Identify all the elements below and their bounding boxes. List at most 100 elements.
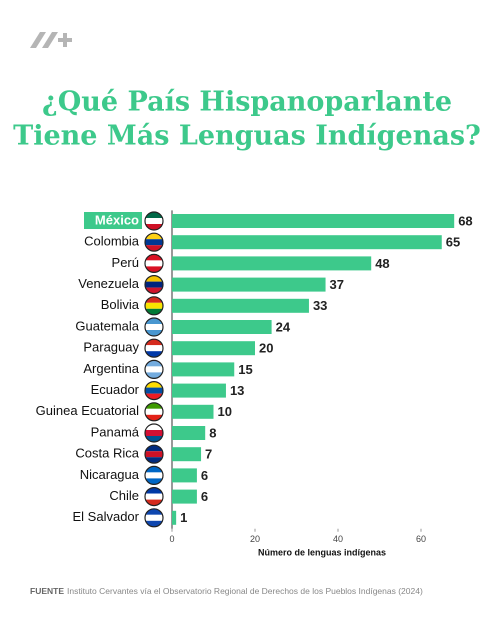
y-tick-label: Venezuela (78, 276, 139, 291)
bar (172, 383, 226, 398)
value-label: 7 (205, 447, 212, 462)
flag-stripe (145, 493, 163, 500)
flag-border (144, 381, 164, 401)
flag-stripe (145, 402, 163, 409)
flag-border (144, 444, 164, 464)
flag-stripe (145, 436, 163, 442)
value-label: 37 (330, 277, 344, 292)
flag-stripe (145, 266, 163, 273)
flag-stripe (145, 281, 163, 288)
flag (144, 402, 164, 422)
flag-stripe (145, 339, 163, 346)
flag-stripe (145, 472, 163, 479)
value-label: 13 (230, 383, 244, 398)
flag-stripe (145, 430, 163, 436)
bar (172, 510, 177, 525)
flag-stripe (145, 296, 163, 303)
flag-border (144, 487, 164, 507)
x-tick-label: 0 (169, 534, 174, 544)
y-tick-label: Colombia (84, 234, 140, 249)
y-tick-label: México (95, 212, 139, 227)
highlight-box (84, 212, 142, 229)
bar (172, 468, 197, 483)
flag-stripe (145, 393, 163, 400)
bar (172, 362, 235, 377)
flag-border (144, 465, 164, 485)
y-tick-label: Panamá (91, 424, 140, 439)
flag-stripe (145, 408, 163, 415)
flag-border (144, 423, 164, 443)
bar (172, 341, 255, 356)
value-label: 24 (276, 319, 291, 334)
flag (144, 444, 164, 464)
flag-border (144, 317, 164, 337)
bar (172, 277, 326, 292)
x-tick-label: 20 (250, 534, 260, 544)
flag-stripe (145, 224, 163, 230)
flag-border (144, 338, 164, 358)
y-tick-label: Chile (109, 488, 139, 503)
y-tick-label: Bolivia (101, 297, 140, 312)
value-label: 6 (201, 468, 208, 483)
flag-stripe (145, 318, 163, 324)
y-tick-label: Costa Rica (75, 446, 139, 461)
bar (172, 235, 442, 250)
y-tick-label: Guinea Ecuatorial (36, 403, 139, 418)
value-label: 33 (313, 298, 327, 313)
flag (144, 508, 164, 528)
flag-border (144, 253, 164, 273)
flag-stripe (145, 520, 163, 527)
flag-border (144, 508, 164, 528)
flag-stripe (145, 218, 163, 224)
title-line: ¿Qué País Hispanoparlante (42, 87, 452, 118)
flag-stripe (145, 381, 163, 388)
flag-stripe (145, 239, 163, 246)
flag-stripe (145, 487, 163, 494)
flag-stripe (145, 508, 163, 515)
flag-border (144, 359, 164, 379)
x-axis-label: Número de lenguas indígenas (258, 547, 386, 557)
flag-stripe (145, 445, 163, 452)
logo (30, 32, 72, 48)
flag (144, 359, 164, 379)
flag-stripe (145, 260, 163, 267)
flag (144, 317, 164, 337)
bar (172, 404, 214, 419)
flag-stripe (145, 457, 163, 464)
flag-stripe (145, 514, 163, 521)
bar (172, 447, 202, 462)
flag (144, 423, 164, 443)
flag-stripe (145, 366, 163, 373)
bar (172, 426, 206, 440)
flag-border (144, 296, 164, 316)
bar (172, 214, 455, 228)
flag-border (144, 402, 164, 422)
bar (172, 256, 372, 271)
x-tick-label: 60 (416, 534, 426, 544)
flag (144, 487, 164, 507)
value-label: 20 (259, 341, 273, 356)
bar (172, 298, 309, 313)
bar (172, 489, 197, 504)
value-label: 6 (201, 489, 208, 504)
title-line: Tiene Más Lenguas Indígenas? (13, 121, 481, 152)
flag-stripe (145, 330, 163, 336)
flag-stripe (145, 372, 163, 379)
flag (144, 465, 164, 485)
y-tick-label: Argentina (83, 361, 139, 376)
flag-stripe (145, 233, 163, 240)
value-label: 8 (209, 425, 216, 440)
flag-stripe (145, 478, 163, 485)
flag (144, 253, 164, 273)
flag-stripe (145, 212, 163, 218)
flag-border (144, 275, 164, 295)
y-tick-label: Paraguay (83, 340, 139, 355)
value-label: 10 (218, 404, 232, 419)
flag-stripe (145, 324, 163, 330)
flag-stripe (145, 308, 163, 315)
y-tick-label: Guatemala (75, 318, 139, 333)
bar (172, 320, 272, 334)
y-tick-label: El Salvador (73, 509, 140, 524)
flag-stripe (145, 360, 163, 367)
flag-stripe (145, 466, 163, 473)
